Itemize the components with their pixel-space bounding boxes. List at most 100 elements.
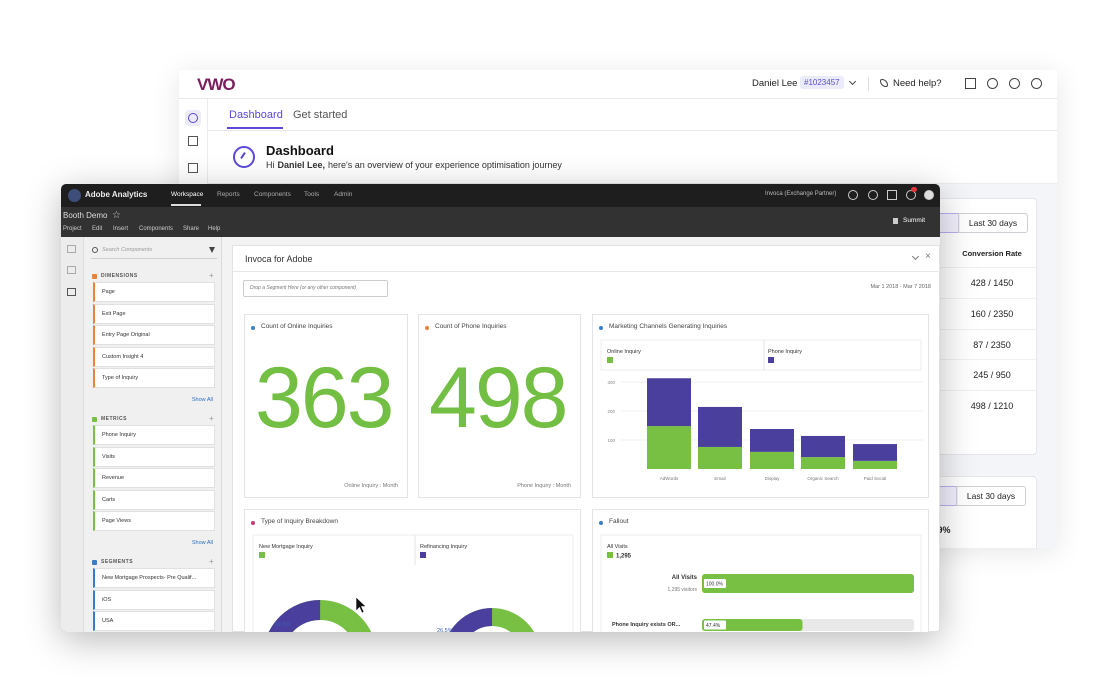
section-icon xyxy=(92,274,97,279)
column-header: Conversion Rate xyxy=(962,249,1022,258)
percent-chip xyxy=(704,579,726,588)
header-icon[interactable] xyxy=(965,78,976,89)
component-item[interactable]: Page xyxy=(93,282,215,302)
kpi-footer: Online Inquiry : Month xyxy=(344,483,398,489)
legend-box xyxy=(252,534,574,632)
toolbar-icon[interactable] xyxy=(868,190,878,200)
greeting-part: Hi xyxy=(266,160,275,170)
component-item[interactable]: Custom Insight 4 xyxy=(93,346,215,367)
tabs-divider xyxy=(208,130,1057,131)
search-input[interactable]: Search Components xyxy=(102,247,153,253)
percent-label: 47.4% xyxy=(706,623,721,629)
legend-swatch xyxy=(420,552,426,558)
component-label: Revenue xyxy=(102,475,125,482)
toolbar-icon[interactable] xyxy=(924,190,934,200)
chevron[interactable] xyxy=(848,77,857,86)
analytics-window: Adobe Analytics Workspace Reports Component… xyxy=(61,184,940,632)
header-icon[interactable] xyxy=(1031,78,1042,89)
menu-item[interactable]: Share xyxy=(183,226,200,232)
component-label: Phone Inquiry xyxy=(102,432,136,438)
menu-item[interactable]: Insert xyxy=(113,226,129,232)
rail-icon[interactable] xyxy=(67,288,76,296)
component-item[interactable]: Entry Page Original xyxy=(93,325,215,346)
account-name[interactable]: Invoca (Exchange Partner) xyxy=(765,191,837,197)
section-add[interactable]: + xyxy=(209,271,214,280)
x-tick-label: AdWords xyxy=(660,476,679,481)
search-icon xyxy=(92,247,98,253)
y-tick-label: 300 xyxy=(607,380,615,385)
collapse-icon[interactable] xyxy=(911,252,920,261)
project-bar xyxy=(61,207,940,237)
nav-item[interactable]: Reports xyxy=(217,191,240,198)
tab-active[interactable]: Dashboard xyxy=(229,109,283,121)
sidebar-icon[interactable] xyxy=(188,113,198,123)
nav-item[interactable]: Admin xyxy=(334,191,353,198)
logo: VWO xyxy=(197,75,236,94)
close-icon[interactable]: × xyxy=(925,251,931,262)
component-item[interactable]: Carts xyxy=(93,489,215,510)
filter-icon[interactable] xyxy=(209,247,215,253)
step-sublabel: 1,295 visitors xyxy=(668,587,698,593)
x-tick-label: Email xyxy=(714,476,725,481)
section-title: SEGMENTS xyxy=(101,559,134,565)
donut-label: 26.5% xyxy=(437,628,453,632)
sidebar-icon[interactable] xyxy=(188,136,198,146)
component-item[interactable]: USA xyxy=(93,611,215,632)
report-suite[interactable]: Summit xyxy=(903,217,926,224)
nav-item[interactable]: Workspace xyxy=(171,191,204,198)
header-icon[interactable] xyxy=(987,78,998,89)
visualization-card: Type of Inquiry Breakdown New Mortgage In… xyxy=(244,509,581,632)
y-tick-label: 100 xyxy=(607,438,615,443)
date-filter[interactable]: Last 30 days xyxy=(956,486,1026,506)
date-filter[interactable]: Last 30 days xyxy=(958,213,1028,233)
visualization-card: Marketing Channels Generating Inquiries O… xyxy=(592,314,929,498)
sidebar-icon[interactable] xyxy=(188,163,198,173)
component-item[interactable]: Visits xyxy=(93,446,215,467)
component-label: iOS xyxy=(102,596,112,603)
nav-item[interactable]: Tools xyxy=(304,191,320,198)
tab[interactable]: Get started xyxy=(293,109,348,121)
left-rail xyxy=(61,237,84,632)
component-item[interactable]: Exit Page xyxy=(93,303,215,324)
component-label: Visits xyxy=(102,453,116,460)
conversion-value: 498 / 1210 xyxy=(970,401,1014,412)
component-label: Type of Inquiry xyxy=(102,375,139,382)
show-all[interactable]: Show All xyxy=(191,397,213,403)
toolbar-icon[interactable] xyxy=(887,190,897,200)
bar-segment xyxy=(698,406,742,447)
percent-chip xyxy=(704,620,726,630)
date-range[interactable]: Mar 1 2018 - Mar 7 2018 xyxy=(870,284,931,290)
drop-zone[interactable]: Drop a Segment Here (or any other compon… xyxy=(243,280,388,297)
rail-icon[interactable] xyxy=(67,266,76,274)
component-item[interactable]: Revenue xyxy=(93,468,215,489)
menu-item[interactable]: Components xyxy=(139,226,174,232)
heading-icon xyxy=(233,146,255,168)
help-link[interactable]: Need help? xyxy=(893,78,942,89)
menu-item[interactable]: Project xyxy=(63,226,82,232)
component-item[interactable]: Type of Inquiry xyxy=(93,368,215,389)
rail-icon[interactable] xyxy=(67,245,76,253)
section-add[interactable]: + xyxy=(209,414,214,423)
card-title: Type of Inquiry Breakdown xyxy=(261,518,338,525)
show-all[interactable]: Show All xyxy=(191,540,213,546)
bar-segment xyxy=(647,426,691,469)
component-item[interactable]: New Mortgage Prospects- Pre Qualif... xyxy=(93,568,215,588)
component-item[interactable]: Page Views xyxy=(93,511,215,532)
section-add[interactable]: + xyxy=(209,557,214,566)
menu-item[interactable]: Edit xyxy=(92,226,103,232)
component-item[interactable]: Phone Inquiry xyxy=(93,425,215,445)
donut-segment xyxy=(443,607,541,632)
star-icon[interactable]: ☆ xyxy=(112,210,121,221)
menu-item[interactable]: Help xyxy=(208,226,221,232)
step-label: All Visits xyxy=(672,575,698,581)
greeting-part: here's an overview of your experience op… xyxy=(328,160,562,170)
legend-swatch xyxy=(768,357,774,363)
project-name[interactable]: Booth Demo xyxy=(63,211,108,220)
nav-item[interactable]: Components xyxy=(254,191,291,198)
header-icon[interactable] xyxy=(1009,78,1020,89)
donut-label: 32.5% xyxy=(275,622,291,628)
component-label: USA xyxy=(102,618,114,625)
toolbar-icon[interactable] xyxy=(848,190,858,200)
component-item[interactable]: iOS xyxy=(93,589,215,610)
